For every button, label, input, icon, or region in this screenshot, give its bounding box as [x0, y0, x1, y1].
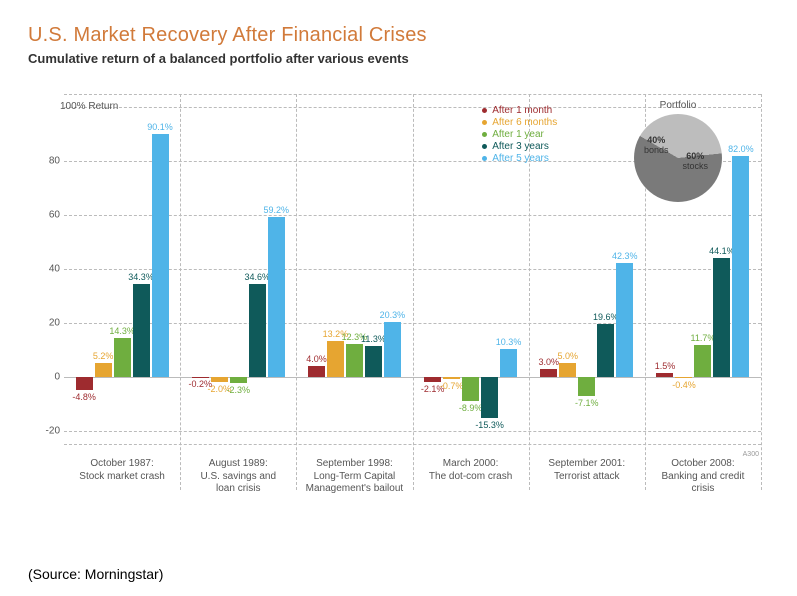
legend-item: After 3 years — [482, 141, 557, 152]
bar — [384, 322, 401, 377]
chart-area: A300 -20020406080100% Return-4.8%5.2%14.… — [28, 94, 769, 504]
bar — [152, 134, 169, 377]
bar-value-label: 42.3% — [612, 251, 638, 261]
chart-title: U.S. Market Recovery After Financial Cri… — [28, 24, 769, 47]
bar-value-label: -8.9% — [459, 403, 483, 413]
bar — [192, 377, 209, 378]
bar-value-label: 14.3% — [109, 326, 135, 336]
bar — [597, 324, 614, 377]
bar-value-label: 10.3% — [496, 337, 522, 347]
bar-group: -4.8% 5.2% 14.3% 34.3% 90.1% — [64, 94, 180, 444]
bar-value-label: -4.8% — [72, 392, 96, 402]
y-tick-label: 40 — [32, 264, 60, 275]
bar — [95, 363, 112, 377]
bar — [578, 377, 595, 396]
bar-value-label: 3.0% — [539, 357, 560, 367]
y-tick-label: 60 — [32, 210, 60, 221]
pie-slice-label-bonds: 40%bonds — [644, 136, 669, 156]
bar-value-label: -7.1% — [575, 398, 599, 408]
x-axis-labels: October 1987:Stock market crashAugust 19… — [64, 458, 761, 504]
bar-value-label: 4.0% — [306, 354, 327, 364]
bar — [114, 338, 131, 377]
bar-value-label: 11.7% — [691, 333, 716, 343]
bar — [481, 377, 498, 418]
y-tick-label: 0 — [32, 371, 60, 382]
chart-subtitle: Cumulative return of a balanced portfoli… — [28, 51, 769, 66]
y-tick-label: -20 — [32, 425, 60, 436]
legend: After 1 monthAfter 6 monthsAfter 1 yearA… — [482, 105, 557, 165]
bar — [76, 377, 93, 390]
legend-marker — [482, 156, 487, 161]
bar — [346, 344, 363, 377]
legend-marker — [482, 144, 487, 149]
bar-value-label: 34.3% — [128, 272, 154, 282]
bar — [268, 217, 285, 376]
source-attribution: (Source: Morningstar) — [28, 566, 163, 582]
bar — [365, 346, 382, 376]
portfolio-pie: Portfolio 40%bonds 60%stocks — [634, 100, 722, 202]
bar — [559, 363, 576, 376]
legend-label: After 1 month — [492, 105, 552, 116]
bar-value-label: 5.2% — [93, 351, 114, 361]
bar-value-label: -0.4% — [672, 380, 696, 390]
chart-id: A300 — [743, 451, 759, 458]
plot-region: A300 -20020406080100% Return-4.8%5.2%14.… — [64, 94, 761, 444]
legend-item: After 1 month — [482, 105, 557, 116]
legend-marker — [482, 132, 487, 137]
bar — [424, 377, 441, 383]
legend-label: After 3 years — [492, 141, 549, 152]
pie-chart: 40%bonds 60%stocks — [634, 114, 722, 202]
pie-slice-label-stocks: 60%stocks — [682, 152, 708, 172]
bar — [462, 377, 479, 401]
bar-group: -0.2%-2.0%-2.3%34.6%59.2% — [180, 94, 296, 444]
legend-item: After 6 months — [482, 117, 557, 128]
x-axis-label: September 1998:Long-Term CapitalManageme… — [296, 458, 412, 504]
bar-value-label: 1.5% — [655, 361, 676, 371]
bar-value-label: 5.0% — [558, 351, 579, 361]
bar-value-label: 20.3% — [380, 310, 406, 320]
legend-marker — [482, 108, 487, 113]
y-tick-label: 20 — [32, 317, 60, 328]
x-axis-label: October 2008:Banking and creditcrisis — [645, 458, 761, 504]
bar — [616, 263, 633, 377]
pie-title: Portfolio — [634, 100, 722, 111]
x-axis-label: September 2001:Terrorist attack — [529, 458, 645, 504]
legend-label: After 1 year — [492, 129, 544, 140]
bar — [656, 373, 673, 377]
legend-label: After 5 years — [492, 153, 549, 164]
bar-value-label: 90.1% — [147, 122, 173, 132]
x-axis-label: March 2000:The dot-com crash — [413, 458, 529, 504]
bar — [443, 377, 460, 379]
legend-item: After 5 years — [482, 153, 557, 164]
bar — [133, 284, 150, 376]
bar-value-label: -2.3% — [226, 385, 250, 395]
bar-value-label: -0.7% — [440, 381, 464, 391]
legend-item: After 1 year — [482, 129, 557, 140]
bar-value-label: 59.2% — [263, 205, 289, 215]
bar-value-label: 11.3% — [361, 334, 386, 344]
bar — [211, 377, 228, 382]
bar — [713, 258, 730, 377]
bar — [230, 377, 247, 383]
bar — [732, 156, 749, 377]
bar-value-label: 34.6% — [244, 272, 270, 282]
x-axis-label: August 1989:U.S. savings andloan crisis — [180, 458, 296, 504]
bar — [540, 369, 557, 377]
bar-value-label: 19.6% — [593, 312, 619, 322]
bar — [308, 366, 325, 377]
bar — [694, 345, 711, 377]
x-axis-label: October 1987:Stock market crash — [64, 458, 180, 504]
bar-value-label: 82.0% — [728, 144, 754, 154]
y-tick-label: 80 — [32, 156, 60, 167]
bar — [675, 377, 692, 378]
legend-marker — [482, 120, 487, 125]
legend-label: After 6 months — [492, 117, 557, 128]
bar-value-label: 44.1% — [709, 246, 735, 256]
bar — [249, 284, 266, 377]
bar-group: 4.0%13.2%12.3%11.3%20.3% — [296, 94, 412, 444]
bar — [327, 341, 344, 377]
bar — [500, 349, 517, 377]
